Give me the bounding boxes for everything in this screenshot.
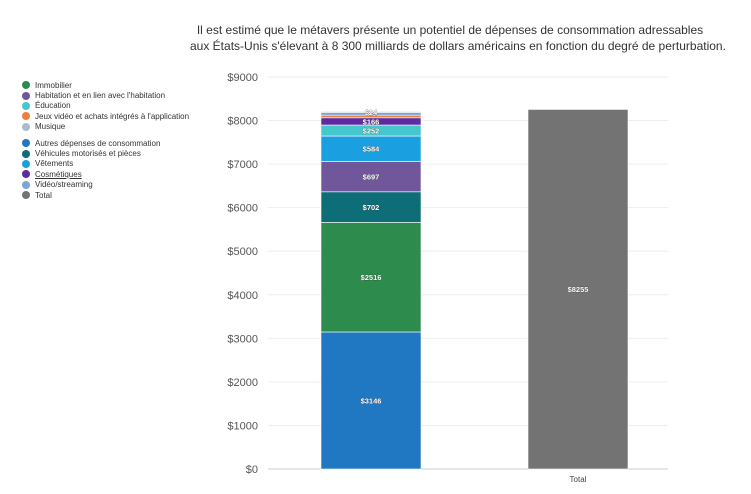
legend-swatch	[22, 159, 30, 168]
bar-segment	[320, 161, 422, 193]
y-tick-label: $8000	[227, 116, 258, 128]
legend-swatch	[22, 112, 30, 121]
chart-title-line-2: aux États-Unis s'élevant à 8 300 milliar…	[190, 39, 726, 53]
bar-segment	[527, 109, 629, 470]
data-label: $697	[363, 173, 380, 182]
y-tick-label: $3000	[227, 333, 258, 345]
legend-label: Musique	[35, 122, 66, 132]
chart-title: Il est estimé que le métavers présente u…	[190, 22, 726, 54]
legend-item[interactable]: Véhicules motorisés et pièces	[22, 148, 189, 158]
legend-swatch	[22, 170, 30, 179]
legend-label: Véhicules motorisés et pièces	[35, 149, 141, 159]
legend-item[interactable]: Total	[22, 190, 189, 200]
legend-item[interactable]: Jeux vidéo et achats intégrés à l'applic…	[22, 111, 189, 121]
data-label: $584	[363, 145, 381, 154]
legend-item[interactable]: Habitation et en lien avec l'habitation	[22, 90, 189, 100]
y-tick-label: $7000	[227, 159, 258, 171]
legend-item[interactable]: Éducation	[22, 101, 189, 111]
y-tick-label: $4000	[227, 290, 258, 302]
legend-label: Vêtements	[35, 159, 74, 169]
chart-title-line-1: Il est estimé que le métavers présente u…	[196, 23, 704, 37]
legend-label: Jeux vidéo et achats intégrés à l'applic…	[35, 111, 190, 121]
legend-label: Éducation	[35, 101, 71, 111]
legend-item[interactable]: Vidéo/streaming	[22, 180, 189, 190]
legend-swatch	[22, 139, 30, 148]
legend-swatch	[22, 91, 30, 100]
legend-swatch	[22, 180, 30, 189]
data-label: $8255	[568, 285, 589, 294]
legend-label: Total	[35, 190, 52, 200]
data-label: $252	[363, 127, 380, 136]
data-label: $24	[365, 108, 378, 117]
legend-item[interactable]: Musique	[22, 122, 189, 132]
legend-item[interactable]: Autres dépenses de consommation	[22, 138, 189, 148]
x-tick-label: Total	[570, 475, 587, 484]
data-label: $3146	[361, 396, 382, 405]
legend-item[interactable]: Cosmétiques	[22, 169, 189, 179]
y-tick-label: $2000	[227, 377, 258, 389]
y-tick-label: $9000	[227, 72, 258, 84]
legend-swatch	[22, 101, 30, 110]
legend-swatch	[22, 122, 30, 131]
legend-label: Vidéo/streaming	[35, 180, 93, 190]
y-tick-label: $1000	[227, 420, 258, 432]
y-tick-label: $0	[246, 464, 258, 476]
bar-segment	[320, 111, 422, 113]
legend-label: Immobilier	[35, 80, 72, 90]
data-label: $166	[363, 117, 380, 126]
legend-label: Cosmétiques	[35, 169, 82, 179]
y-tick-label: $5000	[227, 246, 258, 258]
legend: Immobilier Habitation et en lien avec l'h…	[22, 80, 189, 200]
data-label: $702	[363, 203, 380, 212]
legend-item[interactable]: Immobilier	[22, 80, 189, 90]
legend-label: Autres dépenses de consommation	[35, 138, 161, 148]
bar-segment	[320, 191, 422, 223]
legend-swatch	[22, 191, 30, 200]
legend-item[interactable]: Vêtements	[22, 159, 189, 169]
data-label: $2516	[361, 273, 382, 282]
bar-segment	[320, 135, 422, 162]
legend-label: Habitation et en lien avec l'habitation	[35, 91, 166, 101]
y-tick-label: $6000	[227, 203, 258, 215]
legend-swatch	[22, 81, 30, 90]
legend-swatch	[22, 149, 30, 158]
